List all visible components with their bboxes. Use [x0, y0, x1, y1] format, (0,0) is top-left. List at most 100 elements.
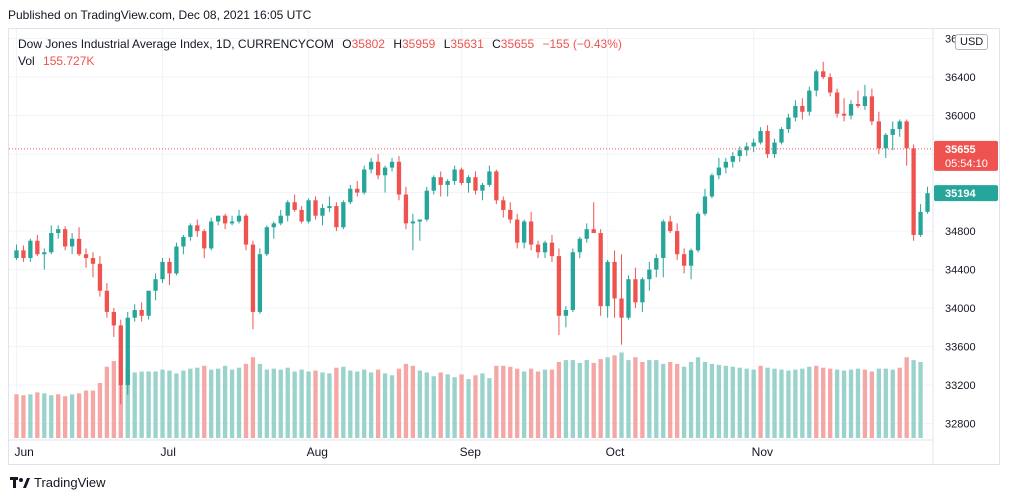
high-label: H: [393, 37, 402, 51]
candle-body: [160, 261, 165, 280]
volume-bar: [911, 360, 916, 438]
volume-bar: [28, 394, 33, 438]
chart-frame: [8, 28, 1000, 465]
volume-bar: [681, 366, 687, 438]
volume-bar: [257, 363, 263, 438]
candle-body: [633, 279, 638, 303]
volume-bar: [598, 359, 603, 438]
volume-label: Vol: [18, 54, 35, 68]
candle-body: [549, 242, 555, 257]
volume-bar: [459, 374, 464, 438]
candle-body: [807, 90, 812, 112]
candle-body: [341, 202, 346, 228]
candle-body: [577, 238, 582, 253]
volume-bar: [848, 369, 854, 438]
close-label: C: [492, 37, 501, 51]
volume-bar: [97, 382, 103, 438]
candle-body: [167, 261, 172, 274]
volume-bar: [702, 362, 708, 438]
candle-body: [348, 188, 353, 203]
candle-body: [821, 71, 826, 78]
candle-body: [334, 206, 339, 228]
candle-body: [800, 105, 805, 112]
candle-body: [174, 246, 179, 274]
candle-body: [542, 242, 548, 253]
candle-body: [264, 227, 269, 255]
volume-bar: [111, 361, 116, 438]
volume-bar: [612, 355, 617, 438]
volume-bar: [570, 360, 575, 438]
candle-body: [681, 254, 687, 266]
candle-body: [702, 196, 708, 214]
candle-body: [424, 190, 429, 220]
volume-bar: [285, 367, 290, 438]
volume-bar: [153, 371, 158, 438]
volume-bar: [21, 395, 26, 438]
volume-bar: [167, 370, 172, 438]
candle-body: [515, 219, 520, 243]
volume-bar: [528, 368, 534, 438]
candle-body: [751, 142, 756, 147]
candle-body: [716, 167, 722, 176]
volume-bar: [320, 372, 325, 438]
candle-body: [675, 231, 680, 255]
y-tick-label: 33200: [945, 380, 976, 392]
candle-body: [431, 177, 436, 191]
candle-body: [257, 254, 263, 312]
price-markers: 35655 05:54:10 35194: [9, 140, 998, 202]
volume-bar: [243, 363, 249, 438]
volume-bar: [668, 362, 673, 438]
candle-body: [619, 298, 624, 318]
candle-body: [814, 71, 819, 91]
currency-button[interactable]: USD: [955, 34, 989, 50]
candle-body: [285, 202, 290, 216]
volume-bar: [890, 369, 895, 438]
candle-body: [83, 254, 89, 259]
volume-bar: [14, 394, 19, 438]
candle-body: [125, 317, 130, 386]
candle-body: [69, 238, 75, 247]
volume-bar: [90, 390, 96, 438]
candle-body: [647, 269, 652, 280]
volume-bar: [897, 367, 902, 438]
candle-body: [271, 223, 276, 228]
time-axis: Jun Jul Aug Sep Oct Nov: [14, 445, 773, 459]
candle-body: [661, 221, 666, 259]
candle-body: [417, 219, 422, 222]
volume-bar: [271, 368, 276, 438]
volume-bar: [139, 371, 144, 438]
candle-body: [925, 193, 930, 212]
volume-bar: [160, 369, 165, 438]
candle-body: [918, 211, 923, 235]
candle-body: [737, 150, 742, 157]
candle-body: [153, 279, 158, 291]
candle-body: [487, 171, 492, 185]
candle-body: [744, 146, 749, 151]
volume-bar: [716, 364, 722, 438]
volume-bar: [744, 368, 749, 438]
candle-body: [528, 221, 534, 245]
candle-body: [570, 252, 575, 311]
volume-bar: [841, 370, 847, 438]
y-tick-label: 32800: [945, 419, 976, 431]
x-tick-label: Nov: [752, 445, 773, 459]
volume-bar: [195, 367, 200, 438]
candle-body: [445, 181, 450, 185]
candle-body: [250, 244, 256, 312]
volume-bar: [577, 362, 582, 438]
candle-body: [473, 177, 478, 191]
footer-brand[interactable]: TradingView: [10, 475, 106, 490]
x-tick-label: Jul: [161, 445, 176, 459]
price-axis: 32800 33200 33600 34000 34400 34800 36000 36400…: [945, 34, 976, 431]
high-value: 35959: [401, 37, 436, 51]
candle-body: [139, 310, 144, 316]
volume-bar: [104, 366, 110, 438]
candle-body: [494, 171, 499, 201]
candle-body: [626, 279, 631, 318]
volume-bar: [814, 365, 819, 438]
volume-bar: [800, 368, 805, 438]
candle-body: [855, 104, 861, 106]
volume-bar: [42, 393, 47, 438]
volume-bar: [466, 379, 471, 438]
